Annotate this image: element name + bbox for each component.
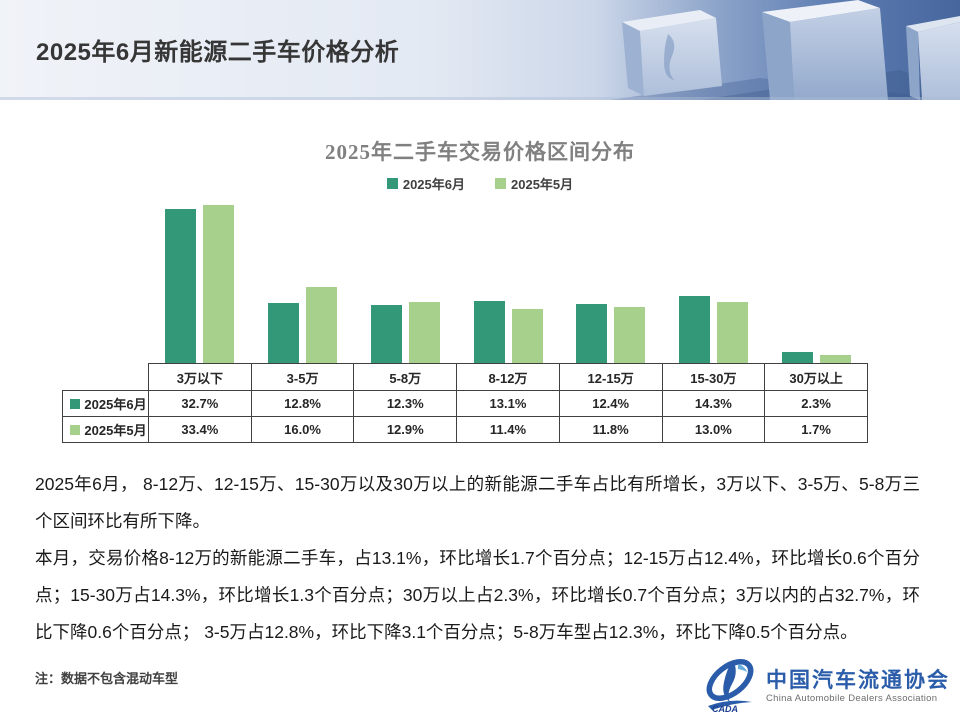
bar [511, 309, 543, 363]
column-header: 5-8万 [353, 363, 458, 391]
value-cell: 16.0% [250, 416, 355, 443]
value-cell: 11.4% [456, 416, 560, 443]
bar [717, 301, 749, 363]
column-header: 3万以下 [148, 363, 252, 391]
logo-name-en: China Automobile Dealers Association [766, 692, 938, 704]
value-cell: 13.1% [456, 390, 560, 417]
analysis-text: 2025年6月， 8-12万、12-15万、15-30万以及30万以上的新能源二… [35, 466, 920, 651]
bar-group [662, 193, 765, 363]
row-swatch [70, 425, 81, 435]
value-cell: 12.3% [353, 390, 458, 417]
bar [408, 302, 440, 363]
legend-item: 2025年5月 [495, 174, 573, 193]
header-background-cubes-image [0, 0, 960, 100]
bar [576, 304, 608, 363]
value-cell: 12.8% [250, 390, 355, 417]
column-header: 8-12万 [456, 363, 560, 391]
bar-group [354, 193, 457, 363]
column-header: 30万以上 [764, 363, 868, 391]
footnote: 注：数据不包含混动车型 [35, 671, 179, 686]
bar [614, 307, 646, 363]
cada-logo-icon: CADA [706, 659, 754, 714]
bar-group [559, 193, 662, 363]
bar [370, 304, 402, 363]
bar [679, 295, 711, 363]
row-swatch [70, 399, 81, 409]
chart-data-table: 3万以下 3-5万 5-8万 8-12万 12-15万 15-30万 30万以上 2025年6… [62, 363, 868, 443]
bar-group [251, 193, 354, 363]
value-cell: 1.7% [764, 416, 868, 443]
value-cell: 13.0% [661, 416, 766, 443]
bar [164, 208, 196, 363]
cada-logo: CADA 中国汽车流通协会 China Automobile Dealers A… [700, 656, 950, 716]
table-corner-cell [62, 363, 149, 391]
value-cell: 14.3% [661, 390, 766, 417]
column-header: 15-30万 [661, 363, 766, 391]
legend-label: 2025年6月 [402, 177, 465, 192]
bar-group [765, 193, 868, 363]
bar-group [457, 193, 560, 363]
chart-legend: 2025年6月 2025年5月 [0, 174, 960, 193]
row-label: 2025年5月 [62, 416, 149, 443]
analysis-paragraph: 2025年6月， 8-12万、12-15万、15-30万以及30万以上的新能源二… [35, 474, 920, 531]
analysis-paragraph: 本月，交易价格8-12万的新能源二手车，占13.1%，环比增长1.7个百分点；1… [35, 548, 920, 642]
bar [305, 287, 337, 363]
column-header: 3-5万 [250, 363, 355, 391]
legend-swatch [386, 178, 398, 189]
chart-title: 2025年二手车交易价格区间分布 [325, 140, 635, 164]
cada-logo-text: 中国汽车流通协会 China Automobile Dealers Associ… [766, 669, 950, 704]
legend-swatch [495, 178, 506, 189]
bar [473, 301, 505, 363]
value-cell: 2.3% [764, 390, 868, 417]
bar [202, 205, 234, 363]
column-header: 12-15万 [558, 363, 663, 391]
bar [782, 352, 814, 363]
slide-header: 2025年6月新能源二手车价格分析 [0, 0, 960, 100]
page-title: 2025年6月新能源二手车价格分析 [36, 39, 400, 66]
svg-text:CADA: CADA [712, 704, 738, 714]
table-row: 2025年5月 33.4% 16.0% 12.9% 11.4% 11.8% 13.0% 1.7… [62, 416, 868, 443]
table-header-row: 3万以下 3-5万 5-8万 8-12万 12-15万 15-30万 30万以上 [62, 363, 868, 391]
value-cell: 33.4% [148, 416, 252, 443]
bar [820, 355, 852, 363]
value-cell: 11.8% [558, 416, 663, 443]
legend-label: 2025年5月 [511, 177, 574, 192]
logo-name-cn: 中国汽车流通协会 [766, 668, 950, 692]
value-cell: 32.7% [148, 390, 252, 417]
bar-chart [148, 193, 868, 363]
bar [267, 302, 299, 363]
bar-group [148, 193, 251, 363]
table-row: 2025年6月 32.7% 12.8% 12.3% 13.1% 12.4% 14.3% 2.3… [62, 390, 868, 417]
legend-item: 2025年6月 [386, 174, 465, 193]
row-label: 2025年6月 [62, 390, 149, 417]
value-cell: 12.4% [558, 390, 663, 417]
value-cell: 12.9% [353, 416, 458, 443]
